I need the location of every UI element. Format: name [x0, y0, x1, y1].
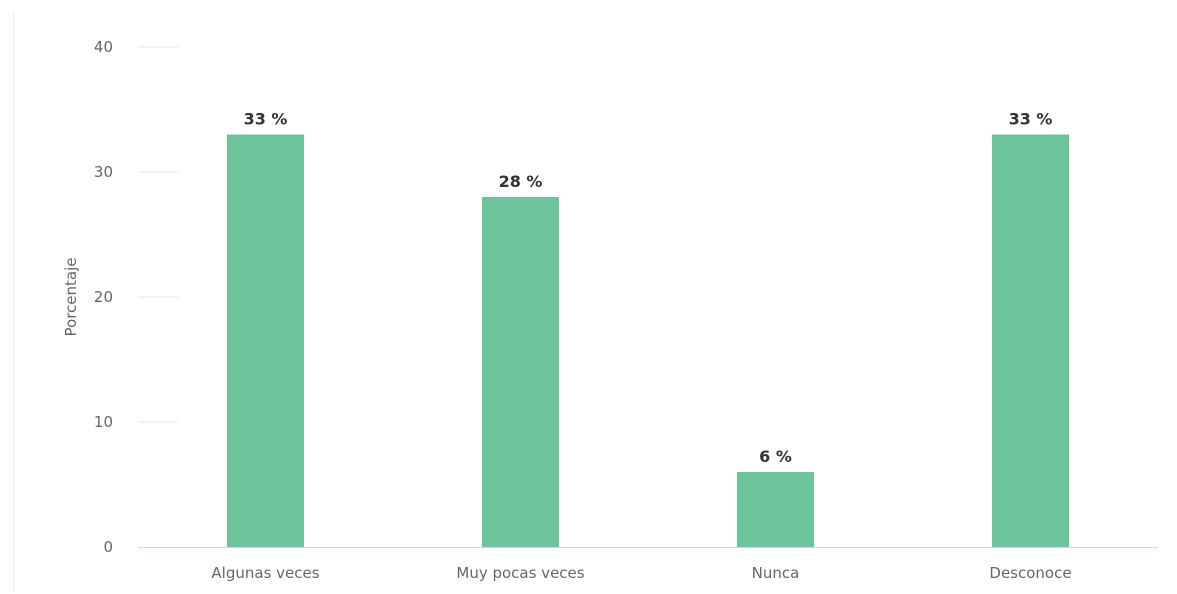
bar[interactable]	[482, 197, 559, 547]
x-axis-labels: Algunas veces Muy pocas veces Nunca Descono…	[211, 564, 1071, 582]
bar[interactable]	[992, 134, 1069, 548]
data-label: 28 %	[499, 172, 543, 191]
y-tick-label: 40	[94, 38, 113, 56]
left-frame-line	[13, 12, 14, 590]
y-tick-label: 20	[94, 288, 113, 306]
x-category-label: Muy pocas veces	[456, 564, 584, 582]
bar[interactable]	[227, 134, 304, 548]
y-tick-label: 30	[94, 163, 113, 181]
x-category-label: Nunca	[752, 564, 800, 582]
data-labels: 33 % 28 % 6 % 33 %	[244, 110, 1053, 467]
y-tick-label: 10	[94, 413, 113, 431]
data-label: 33 %	[1009, 110, 1053, 129]
y-tick-label: 0	[103, 538, 113, 556]
x-category-label: Desconoce	[989, 564, 1071, 582]
y-axis-title: Porcentaje	[62, 258, 80, 337]
data-label: 6 %	[759, 447, 792, 466]
grid-layer	[138, 46, 178, 423]
bar[interactable]	[737, 472, 814, 547]
bars	[227, 134, 1069, 548]
y-axis-ticks: 0 10 20 30 40	[94, 38, 113, 556]
data-label: 33 %	[244, 110, 288, 129]
x-category-label: Algunas veces	[211, 564, 319, 582]
